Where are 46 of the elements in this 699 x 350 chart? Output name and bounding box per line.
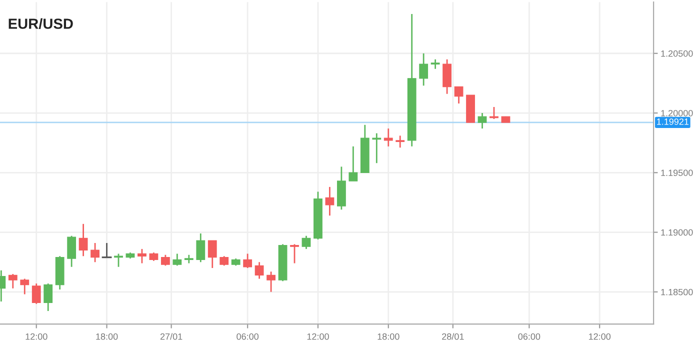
candlestick xyxy=(478,112,487,130)
x-tick-label: 27/01 xyxy=(160,333,182,340)
candlestick xyxy=(138,248,146,264)
candlestick xyxy=(20,278,30,295)
candlestick xyxy=(396,134,405,148)
candlestick xyxy=(254,261,264,280)
candlestick xyxy=(442,58,452,95)
candlestick xyxy=(172,253,182,266)
candlestick xyxy=(67,235,76,268)
candlestick xyxy=(90,242,100,263)
y-tick-label: 1.18500 xyxy=(661,288,693,296)
x-tick-label: 06:00 xyxy=(236,333,259,340)
x-tick-label: 18:00 xyxy=(378,333,400,340)
candlestick xyxy=(430,58,440,70)
candlestick xyxy=(419,52,428,86)
ref-line-label: 1.19921 xyxy=(657,118,689,125)
candlestick xyxy=(32,282,41,305)
candlestick xyxy=(348,146,358,182)
x-tick-label: 12:00 xyxy=(588,333,611,340)
y-tick-label: 1.19000 xyxy=(661,229,693,236)
candlestick xyxy=(243,253,252,269)
y-tick-label: 1.19500 xyxy=(661,170,693,176)
x-tick-label: 06:00 xyxy=(518,333,540,340)
y-tick-label: 1.20000 xyxy=(661,110,693,116)
candlestick xyxy=(160,254,170,266)
candlestick xyxy=(196,232,206,263)
candlestick xyxy=(44,282,53,312)
candlestick xyxy=(372,132,382,164)
candlestick xyxy=(325,186,334,216)
text: EUR/USD xyxy=(8,18,73,30)
candlestick xyxy=(8,273,18,290)
candlestick xyxy=(454,86,464,104)
x-tick-label: 12:00 xyxy=(307,333,329,340)
candlestick xyxy=(102,242,112,258)
candlestick xyxy=(266,270,276,293)
candlestick xyxy=(384,128,393,148)
candlestick xyxy=(490,106,498,120)
x-tick-label: 18:00 xyxy=(96,333,118,340)
candlestick xyxy=(302,235,311,250)
candlestick xyxy=(78,223,88,257)
x-tick-label: 28/01 xyxy=(442,333,464,340)
x-tick-label: 12:00 xyxy=(26,333,48,340)
candlestick xyxy=(220,255,229,266)
y-tick-label: 1.20500 xyxy=(661,50,693,57)
candlestick xyxy=(290,244,299,264)
candlestick xyxy=(208,240,217,269)
